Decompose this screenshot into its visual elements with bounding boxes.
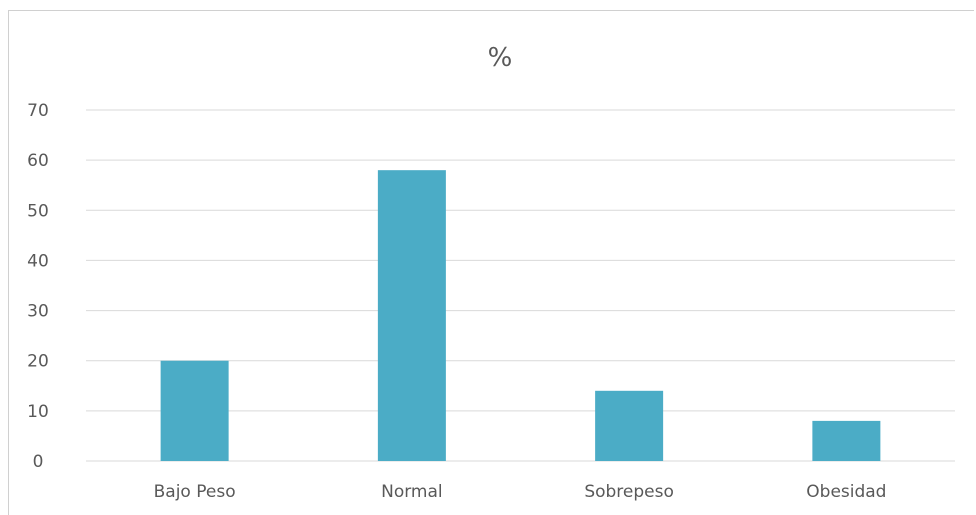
y-tick-label: 0 [33, 452, 44, 472]
y-tick-label: 40 [27, 251, 49, 271]
bar-obesidad [812, 420, 881, 461]
bar-bajo-peso [160, 360, 229, 461]
x-tick-label: Normal [381, 482, 443, 502]
chart-title: % [488, 43, 513, 73]
y-tick-label: 70 [27, 101, 49, 121]
x-tick-label: Sobrepeso [584, 482, 674, 502]
y-tick-label: 20 [27, 352, 49, 372]
bar-sobrepeso [595, 390, 664, 461]
x-tick-label: Obesidad [806, 482, 886, 502]
x-axis-labels: Bajo Peso Normal Sobrepeso Obesidad [154, 482, 887, 502]
x-tick-label: Bajo Peso [154, 482, 236, 502]
gridlines [86, 109, 955, 462]
bars [160, 170, 881, 461]
bar-normal [377, 170, 446, 461]
y-tick-label: 60 [27, 151, 49, 171]
y-tick-label: 10 [27, 402, 49, 422]
y-tick-label: 30 [27, 302, 49, 322]
y-axis-ticks: 0 10 20 30 40 50 60 70 [27, 101, 49, 472]
y-tick-label: 50 [27, 201, 49, 221]
